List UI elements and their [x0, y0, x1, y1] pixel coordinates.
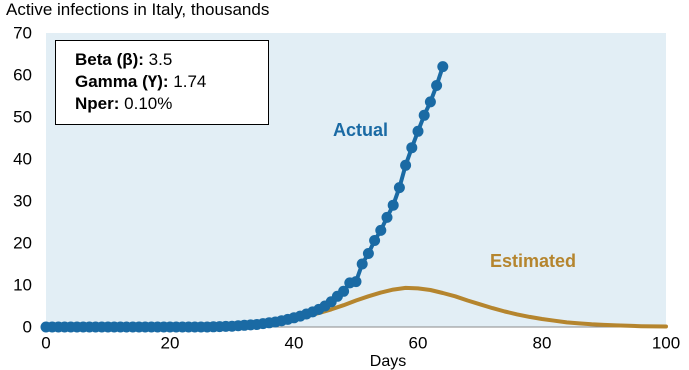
series-label-estimated: Estimated: [490, 251, 576, 271]
data-point-actual: [400, 159, 412, 171]
y-tick-label: 10: [13, 276, 32, 295]
data-point-actual: [393, 182, 405, 194]
data-point-actual: [338, 285, 350, 297]
y-tick-label: 40: [13, 150, 32, 169]
data-point-actual: [437, 61, 449, 73]
data-point-actual: [369, 235, 381, 246]
x-tick-label: 0: [41, 334, 50, 353]
x-tick-label: 80: [533, 334, 552, 353]
param-gamma-key: Gamma (Ү):: [75, 72, 169, 91]
param-nper-value: 0.10%: [124, 94, 173, 113]
x-axis-title: Days: [370, 353, 406, 370]
data-point-actual: [406, 142, 418, 154]
data-point-actual: [424, 96, 436, 108]
data-point-actual: [418, 109, 430, 121]
series-layer: [40, 61, 668, 333]
y-tick-label: 50: [13, 108, 32, 127]
x-tick-label: 20: [161, 334, 180, 353]
y-tick-label: 60: [13, 66, 32, 85]
data-point-actual: [387, 199, 399, 211]
data-point-actual: [375, 224, 387, 236]
data-point-actual: [431, 80, 443, 91]
data-point-actual: [412, 125, 424, 137]
y-tick-label: 0: [23, 318, 32, 337]
data-point-actual: [350, 276, 362, 288]
param-nper-key: Nper:: [75, 94, 120, 113]
data-point-actual: [362, 248, 374, 259]
param-gamma: Gamma (Ү): 1.74: [75, 71, 268, 93]
x-tick-label: 40: [285, 334, 304, 353]
param-beta-key: Beta (β):: [75, 50, 144, 69]
x-tick-label: 100: [652, 334, 680, 353]
series-label-actual: Actual: [333, 120, 388, 140]
x-tick-label: 60: [409, 334, 428, 353]
data-point-actual: [356, 258, 368, 270]
param-gamma-value: 1.74: [173, 72, 207, 91]
param-nper: Nper: 0.10%: [75, 93, 268, 115]
y-axis-ticks: 0 10 20 30 40 50 60 70: [13, 24, 32, 337]
param-beta: Beta (β): 3.5: [75, 49, 268, 71]
y-tick-label: 70: [13, 24, 32, 43]
param-beta-value: 3.5: [148, 50, 173, 69]
y-tick-label: 20: [13, 234, 32, 253]
y-tick-label: 30: [13, 192, 32, 211]
x-axis-ticks: 0 20 40 60 80 100: [41, 334, 680, 353]
parameter-box: Beta (β): 3.5 Gamma (Ү): 1.74 Nper: 0.10…: [55, 40, 269, 125]
chart-title: Active infections in Italy, thousands: [6, 0, 269, 19]
data-point-actual: [381, 211, 393, 223]
